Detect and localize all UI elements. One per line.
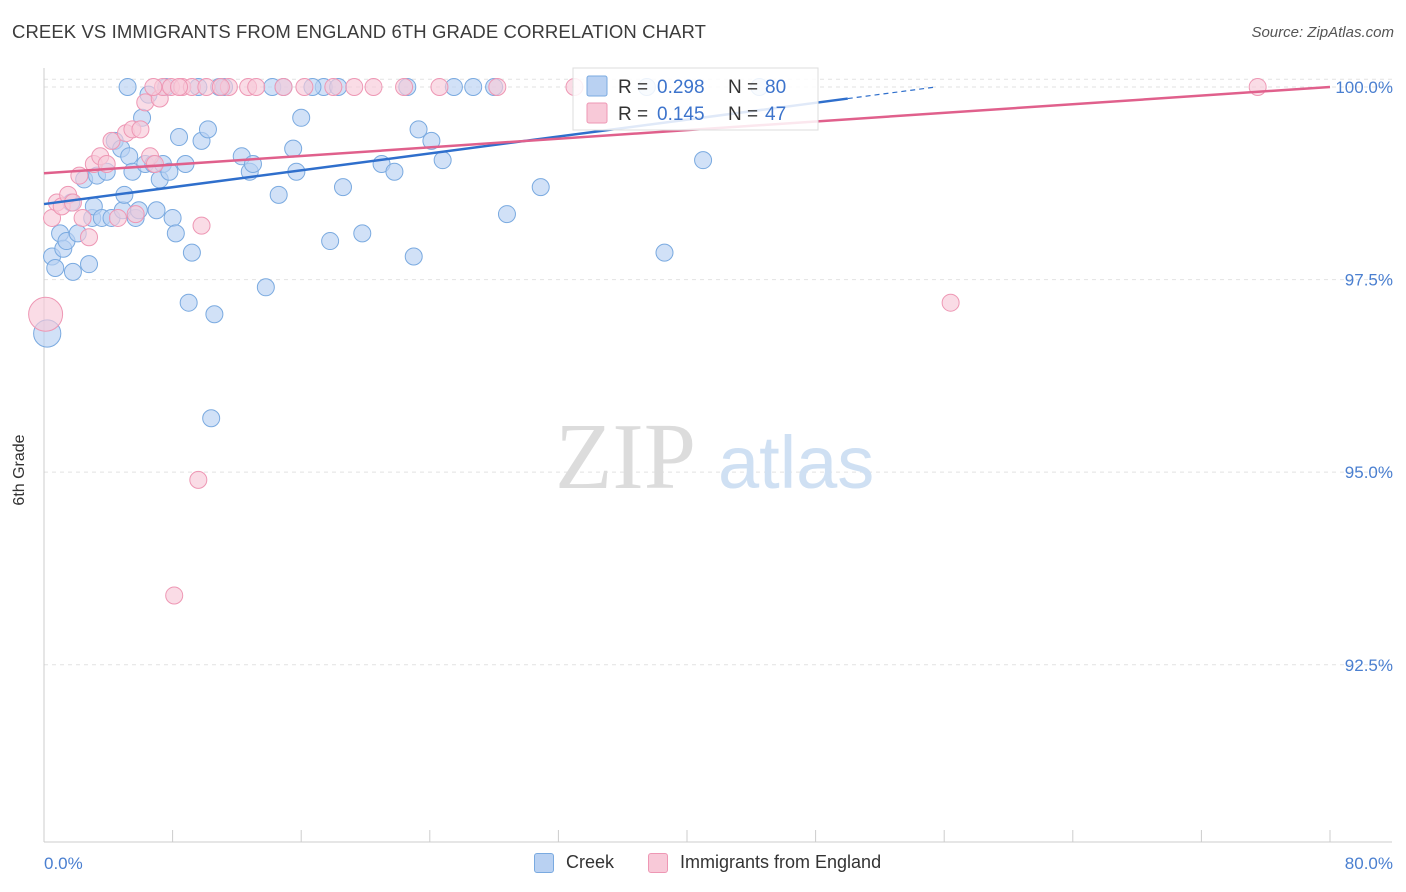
stats-n-value: 80 bbox=[765, 77, 786, 98]
england-point bbox=[170, 77, 189, 96]
axes bbox=[43, 68, 1392, 843]
y-tick-label: 97.5% bbox=[1345, 271, 1393, 290]
y-tick-labels: 100.0% 97.5% 95.0% 92.5% bbox=[1335, 78, 1393, 675]
creek-point bbox=[321, 232, 340, 251]
creek-point bbox=[166, 224, 185, 243]
creek-point bbox=[182, 243, 201, 262]
england-point bbox=[488, 77, 507, 96]
stats-r-label: R = bbox=[618, 104, 648, 125]
england-point bbox=[247, 77, 266, 96]
creek-point bbox=[269, 185, 288, 204]
creek-point bbox=[292, 108, 311, 127]
legend-item-creek[interactable]: Creek bbox=[534, 852, 614, 873]
creek-point bbox=[80, 255, 99, 274]
y-tick-label: 95.0% bbox=[1345, 463, 1393, 482]
creek-point bbox=[118, 77, 137, 96]
england-point bbox=[189, 470, 208, 489]
england-point bbox=[430, 77, 449, 96]
england-point bbox=[126, 205, 145, 224]
stats-r-label: R = bbox=[618, 77, 648, 98]
watermark-zip: ZIP bbox=[555, 405, 696, 509]
legend-label-creek: Creek bbox=[566, 852, 615, 872]
creek-point bbox=[409, 120, 428, 139]
watermark-atlas: atlas bbox=[718, 421, 874, 504]
england-point bbox=[364, 77, 383, 96]
england-point bbox=[28, 296, 64, 332]
legend-swatch-creek bbox=[534, 852, 554, 873]
creek-point bbox=[385, 162, 404, 181]
england-point bbox=[165, 586, 184, 605]
creek-point bbox=[353, 224, 372, 243]
creek-point bbox=[170, 128, 189, 147]
creek-point bbox=[433, 151, 452, 170]
england-point bbox=[63, 193, 82, 212]
creek-point bbox=[333, 178, 352, 197]
data-points bbox=[28, 77, 1267, 605]
england-point bbox=[131, 120, 150, 139]
stats-legend: R = 0.298 N = 80 R = 0.145 N = 47 bbox=[572, 67, 819, 131]
england-point bbox=[941, 293, 960, 312]
stats-n-label: N = bbox=[728, 104, 758, 125]
creek-point bbox=[404, 247, 423, 266]
stats-legend-swatch bbox=[586, 102, 608, 124]
creek-point bbox=[497, 205, 516, 224]
creek-point bbox=[163, 208, 182, 227]
creek-point bbox=[694, 151, 713, 170]
england-point bbox=[324, 77, 343, 96]
england-point bbox=[192, 216, 211, 235]
creek-point bbox=[284, 139, 303, 158]
creek-point bbox=[202, 409, 221, 428]
creek-point bbox=[160, 162, 179, 181]
x-tick-label: 0.0% bbox=[44, 854, 83, 873]
y-tick-label: 100.0% bbox=[1335, 78, 1393, 97]
legend-swatch-england bbox=[648, 852, 668, 873]
england-point bbox=[108, 208, 127, 227]
creek-point bbox=[422, 131, 441, 150]
creek-point bbox=[179, 293, 198, 312]
england-point bbox=[144, 77, 163, 96]
bottom-legend: Creek Immigrants from England bbox=[0, 852, 1406, 876]
legend-label-england: Immigrants from England bbox=[680, 852, 882, 872]
stats-r-value: 0.298 bbox=[657, 77, 705, 98]
creek-trend-extension bbox=[847, 86, 937, 100]
creek-point bbox=[46, 259, 65, 278]
creek-point bbox=[147, 201, 166, 220]
chart-title: CREEK VS IMMIGRANTS FROM ENGLAND 6TH GRA… bbox=[12, 21, 707, 42]
creek-point bbox=[464, 77, 483, 96]
x-tick-labels: 0.0% 80.0% bbox=[44, 854, 1393, 873]
creek-point bbox=[198, 120, 217, 139]
stats-n-value: 47 bbox=[765, 104, 786, 125]
stats-legend-swatch bbox=[586, 75, 608, 97]
creek-point bbox=[655, 243, 674, 262]
watermark: ZIP atlas bbox=[555, 405, 874, 509]
stats-legend-box bbox=[572, 67, 819, 131]
stats-r-value: 0.145 bbox=[657, 104, 705, 125]
england-point bbox=[274, 77, 293, 96]
creek-point bbox=[63, 262, 82, 281]
england-point bbox=[80, 228, 99, 247]
england-point bbox=[295, 77, 314, 96]
england-point bbox=[145, 155, 164, 174]
england-point bbox=[345, 77, 364, 96]
creek-point bbox=[531, 178, 550, 197]
stats-n-label: N = bbox=[728, 77, 758, 98]
x-tick-label: 80.0% bbox=[1345, 854, 1393, 873]
england-point bbox=[211, 77, 230, 96]
y-tick-label: 92.5% bbox=[1345, 656, 1393, 675]
england-point bbox=[102, 131, 121, 150]
source-label: Source: ZipAtlas.com bbox=[1251, 24, 1394, 41]
creek-point bbox=[205, 305, 224, 324]
creek-point bbox=[256, 278, 275, 297]
england-point bbox=[395, 77, 414, 96]
england-point bbox=[73, 208, 92, 227]
legend-item-england[interactable]: Immigrants from England bbox=[648, 852, 881, 873]
creek-point bbox=[120, 147, 139, 166]
